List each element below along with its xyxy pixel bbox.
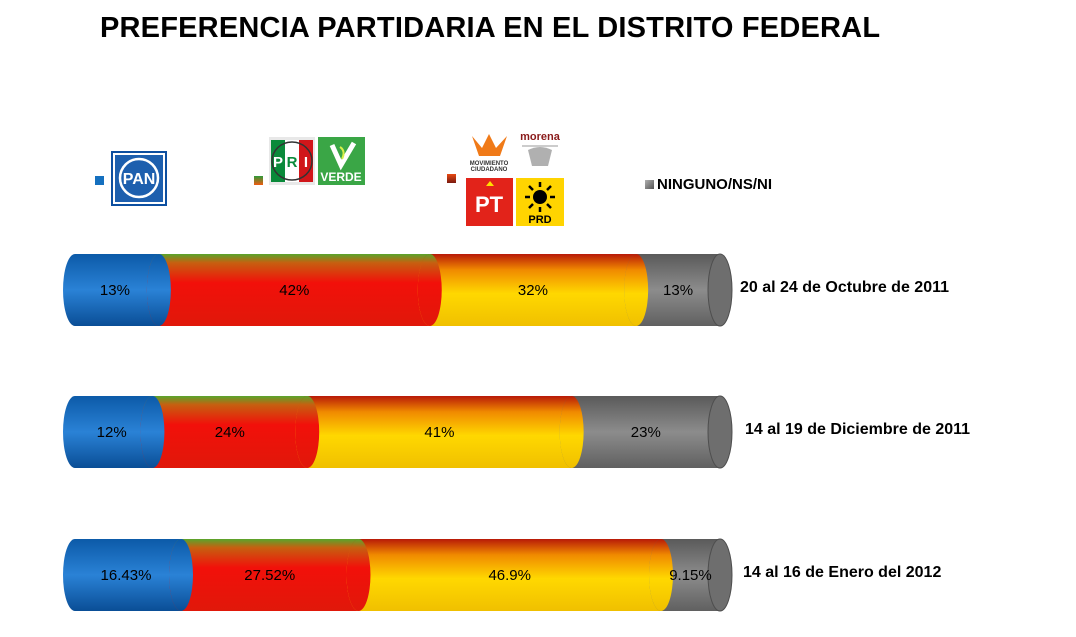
pan-logo: PAN bbox=[111, 151, 167, 206]
bar-segment-cap bbox=[168, 539, 193, 611]
legend-swatch-izquierda bbox=[447, 174, 456, 183]
verde-logo: VERDE bbox=[318, 137, 365, 185]
bar-segment-cap bbox=[295, 396, 320, 468]
pan-logo-graphic: PAN bbox=[113, 153, 165, 204]
data-label: 27.52% bbox=[244, 567, 295, 584]
bar-segment-cap bbox=[559, 396, 584, 468]
data-label: 12% bbox=[97, 424, 127, 441]
bar-segment-cap bbox=[648, 539, 673, 611]
data-label: 9.15% bbox=[669, 567, 712, 584]
bar-end-cap bbox=[707, 395, 733, 469]
category-label: 20 al 24 de Octubre de 2011 bbox=[740, 279, 950, 296]
legend-swatch-ninguno bbox=[645, 180, 654, 189]
bar-segment bbox=[559, 396, 720, 468]
data-label: 16.43% bbox=[101, 567, 152, 584]
legend-label-ninguno: NINGUNO/NS/NI bbox=[657, 176, 773, 193]
bar-segment bbox=[63, 539, 181, 611]
data-label: 32% bbox=[518, 282, 548, 299]
movimiento-ciudadano-logo: MOVIMIENTO CIUDADANO bbox=[466, 128, 513, 174]
prd-logo-text: PRD bbox=[528, 214, 551, 226]
prd-logo: PRD bbox=[516, 178, 564, 226]
morena-logo: morena bbox=[516, 128, 564, 174]
pan-logo-text: PAN bbox=[123, 171, 156, 188]
bar-segment bbox=[417, 254, 637, 326]
bar-segment-cap bbox=[417, 254, 442, 326]
legend-swatch-pan bbox=[95, 176, 104, 185]
bar-segment-cap bbox=[140, 396, 165, 468]
pri-letter-r: R bbox=[287, 154, 298, 171]
pri-letter-p: P bbox=[273, 154, 283, 171]
prd-logo-graphic: PRD bbox=[525, 182, 555, 226]
bar-segment bbox=[168, 539, 359, 611]
data-label: 42% bbox=[279, 282, 309, 299]
pri-logo: P R I bbox=[269, 137, 315, 185]
bar-segment bbox=[624, 254, 720, 326]
bar-segment bbox=[146, 254, 430, 326]
bar-segment bbox=[140, 396, 308, 468]
bar-groups: 13% 42% 32% 13% 12% 24% 41% 23% 16.43% 27.52% 46.9… bbox=[63, 253, 733, 612]
chart-title: PREFERENCIA PARTIDARIA EN EL DISTRITO FE… bbox=[100, 12, 881, 44]
data-label: 23% bbox=[631, 424, 661, 441]
data-label: 41% bbox=[424, 424, 454, 441]
mc-logo-graphic: MOVIMIENTO CIUDADANO bbox=[470, 134, 509, 173]
morena-logo-graphic: morena bbox=[520, 131, 561, 166]
pt-logo: PT bbox=[466, 178, 513, 226]
pri-logo-graphic: P R I bbox=[271, 140, 313, 182]
category-label: 14 al 16 de Enero del 2012 bbox=[743, 564, 942, 581]
verde-logo-text: VERDE bbox=[320, 170, 361, 184]
bar-segment-cap bbox=[624, 254, 649, 326]
pt-logo-text: PT bbox=[475, 192, 504, 217]
pt-logo-graphic: PT bbox=[475, 181, 504, 217]
bar-segment bbox=[295, 396, 572, 468]
bar-segment bbox=[346, 539, 661, 611]
data-label: 13% bbox=[663, 282, 693, 299]
bar-end-cap bbox=[707, 253, 733, 327]
morena-logo-text: morena bbox=[520, 131, 561, 143]
legend-swatch-pri-verde bbox=[254, 176, 263, 185]
bar-segment-cap bbox=[146, 254, 171, 326]
bar-segment-cap bbox=[346, 539, 371, 611]
data-label: 24% bbox=[215, 424, 245, 441]
category-label: 14 al 19 de Diciembre de 2011 bbox=[745, 421, 971, 438]
verde-logo-graphic: VERDE bbox=[320, 141, 362, 184]
mc-logo-text-2: CIUDADANO bbox=[471, 167, 508, 173]
bar-segment bbox=[63, 396, 153, 468]
bar-end-cap bbox=[707, 538, 733, 612]
pri-letter-i: I bbox=[304, 154, 308, 171]
data-label: 13% bbox=[100, 282, 130, 299]
bar-segment bbox=[63, 254, 159, 326]
mc-logo-text-1: MOVIMIENTO bbox=[470, 161, 509, 167]
data-label: 46.9% bbox=[488, 567, 531, 584]
